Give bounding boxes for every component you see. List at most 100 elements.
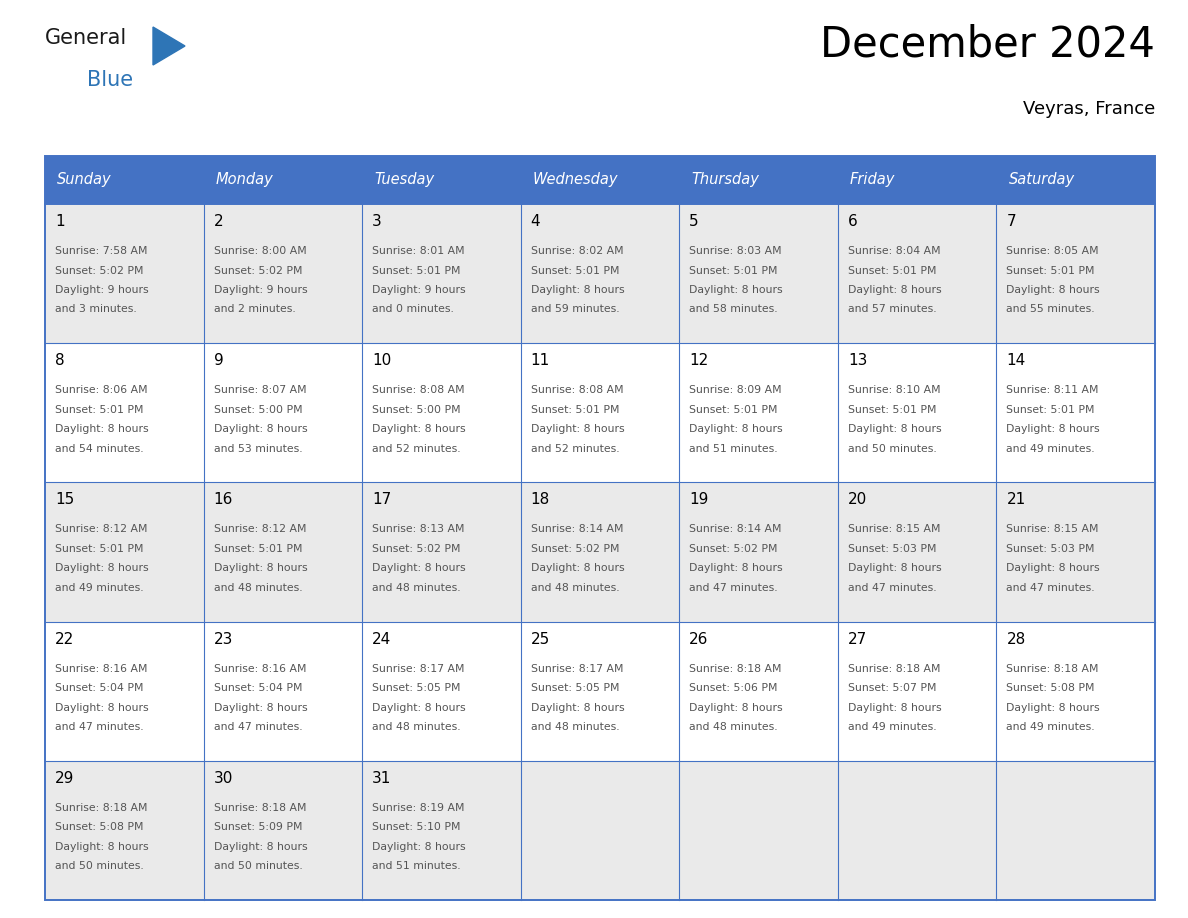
Text: Sunrise: 8:02 AM: Sunrise: 8:02 AM — [531, 246, 624, 256]
Bar — [45, 761, 1155, 900]
Text: Daylight: 8 hours: Daylight: 8 hours — [55, 564, 148, 574]
Text: Sunset: 5:01 PM: Sunset: 5:01 PM — [531, 265, 619, 275]
Text: Daylight: 8 hours: Daylight: 8 hours — [531, 424, 625, 434]
Text: Daylight: 8 hours: Daylight: 8 hours — [372, 702, 466, 712]
Text: Sunset: 5:01 PM: Sunset: 5:01 PM — [372, 265, 461, 275]
Text: Sunrise: 8:07 AM: Sunrise: 8:07 AM — [214, 386, 307, 396]
Text: and 48 minutes.: and 48 minutes. — [372, 583, 461, 593]
Text: 4: 4 — [531, 214, 541, 229]
Text: Daylight: 9 hours: Daylight: 9 hours — [372, 285, 466, 295]
Text: 30: 30 — [214, 771, 233, 786]
Text: and 51 minutes.: and 51 minutes. — [689, 443, 778, 453]
Text: Sunset: 5:05 PM: Sunset: 5:05 PM — [372, 683, 461, 693]
Text: Sunset: 5:01 PM: Sunset: 5:01 PM — [689, 405, 778, 415]
Text: Sunset: 5:04 PM: Sunset: 5:04 PM — [55, 683, 144, 693]
Text: Blue: Blue — [87, 70, 133, 90]
Text: 31: 31 — [372, 771, 392, 786]
Text: Sunrise: 8:17 AM: Sunrise: 8:17 AM — [372, 664, 465, 674]
Text: Monday: Monday — [215, 173, 273, 187]
Text: Sunrise: 8:17 AM: Sunrise: 8:17 AM — [531, 664, 624, 674]
Bar — [45, 156, 1155, 900]
Text: and 48 minutes.: and 48 minutes. — [531, 583, 619, 593]
Text: Sunrise: 8:18 AM: Sunrise: 8:18 AM — [55, 803, 147, 812]
Text: Sunset: 5:02 PM: Sunset: 5:02 PM — [214, 265, 302, 275]
Text: Wednesday: Wednesday — [532, 173, 618, 187]
Text: 27: 27 — [848, 632, 867, 646]
Text: and 48 minutes.: and 48 minutes. — [531, 722, 619, 732]
Bar — [45, 343, 1155, 482]
Text: 26: 26 — [689, 632, 709, 646]
Text: Sunrise: 8:08 AM: Sunrise: 8:08 AM — [372, 386, 465, 396]
Text: Daylight: 8 hours: Daylight: 8 hours — [214, 842, 308, 852]
Text: Daylight: 8 hours: Daylight: 8 hours — [214, 564, 308, 574]
Text: Daylight: 8 hours: Daylight: 8 hours — [689, 424, 783, 434]
Text: 8: 8 — [55, 353, 64, 368]
Bar — [680, 156, 838, 204]
Text: Sunset: 5:08 PM: Sunset: 5:08 PM — [55, 823, 144, 833]
Text: Sunrise: 8:04 AM: Sunrise: 8:04 AM — [848, 246, 941, 256]
Text: 6: 6 — [848, 214, 858, 229]
Text: Sunrise: 8:06 AM: Sunrise: 8:06 AM — [55, 386, 147, 396]
Text: 14: 14 — [1006, 353, 1025, 368]
Text: Daylight: 9 hours: Daylight: 9 hours — [214, 285, 308, 295]
Text: Daylight: 8 hours: Daylight: 8 hours — [848, 702, 941, 712]
Text: Sunset: 5:00 PM: Sunset: 5:00 PM — [372, 405, 461, 415]
Text: and 47 minutes.: and 47 minutes. — [1006, 583, 1095, 593]
Text: 16: 16 — [214, 492, 233, 508]
Text: Sunrise: 8:05 AM: Sunrise: 8:05 AM — [1006, 246, 1099, 256]
Text: and 52 minutes.: and 52 minutes. — [531, 443, 619, 453]
Text: Sunrise: 8:09 AM: Sunrise: 8:09 AM — [689, 386, 782, 396]
Text: 15: 15 — [55, 492, 74, 508]
Text: Sunset: 5:04 PM: Sunset: 5:04 PM — [214, 683, 302, 693]
Text: Sunset: 5:01 PM: Sunset: 5:01 PM — [848, 265, 936, 275]
Text: 23: 23 — [214, 632, 233, 646]
Text: Sunset: 5:00 PM: Sunset: 5:00 PM — [214, 405, 302, 415]
Text: Daylight: 8 hours: Daylight: 8 hours — [1006, 564, 1100, 574]
Text: Sunrise: 8:10 AM: Sunrise: 8:10 AM — [848, 386, 941, 396]
Text: Sunrise: 8:15 AM: Sunrise: 8:15 AM — [848, 524, 941, 534]
Text: Sunrise: 8:01 AM: Sunrise: 8:01 AM — [372, 246, 465, 256]
Text: Daylight: 8 hours: Daylight: 8 hours — [55, 842, 148, 852]
Text: Daylight: 9 hours: Daylight: 9 hours — [55, 285, 148, 295]
Text: Daylight: 8 hours: Daylight: 8 hours — [1006, 702, 1100, 712]
Text: Sunrise: 8:08 AM: Sunrise: 8:08 AM — [531, 386, 624, 396]
Text: and 49 minutes.: and 49 minutes. — [848, 722, 936, 732]
Text: and 47 minutes.: and 47 minutes. — [848, 583, 936, 593]
Text: 10: 10 — [372, 353, 391, 368]
Text: and 52 minutes.: and 52 minutes. — [372, 443, 461, 453]
Text: Sunset: 5:09 PM: Sunset: 5:09 PM — [214, 823, 302, 833]
Text: Daylight: 8 hours: Daylight: 8 hours — [531, 285, 625, 295]
Text: Sunset: 5:01 PM: Sunset: 5:01 PM — [1006, 265, 1095, 275]
Text: and 47 minutes.: and 47 minutes. — [689, 583, 778, 593]
Text: Sunset: 5:01 PM: Sunset: 5:01 PM — [531, 405, 619, 415]
Text: and 48 minutes.: and 48 minutes. — [214, 583, 302, 593]
Bar — [520, 156, 680, 204]
Text: Sunset: 5:01 PM: Sunset: 5:01 PM — [1006, 405, 1095, 415]
Text: Sunset: 5:01 PM: Sunset: 5:01 PM — [55, 543, 144, 554]
Text: 12: 12 — [689, 353, 708, 368]
Text: Friday: Friday — [849, 173, 896, 187]
Text: and 3 minutes.: and 3 minutes. — [55, 305, 137, 315]
Text: and 57 minutes.: and 57 minutes. — [848, 305, 936, 315]
Text: 25: 25 — [531, 632, 550, 646]
Text: Sunrise: 8:11 AM: Sunrise: 8:11 AM — [1006, 386, 1099, 396]
Text: and 50 minutes.: and 50 minutes. — [214, 861, 302, 871]
Text: and 53 minutes.: and 53 minutes. — [214, 443, 302, 453]
Text: Daylight: 8 hours: Daylight: 8 hours — [214, 424, 308, 434]
Bar — [362, 156, 520, 204]
Text: and 51 minutes.: and 51 minutes. — [372, 861, 461, 871]
Text: and 49 minutes.: and 49 minutes. — [55, 583, 144, 593]
Text: 17: 17 — [372, 492, 391, 508]
Bar — [45, 156, 203, 204]
Text: Thursday: Thursday — [691, 173, 759, 187]
Text: Sunrise: 7:58 AM: Sunrise: 7:58 AM — [55, 246, 147, 256]
Text: Sunset: 5:02 PM: Sunset: 5:02 PM — [372, 543, 461, 554]
Text: Sunset: 5:01 PM: Sunset: 5:01 PM — [55, 405, 144, 415]
Text: and 0 minutes.: and 0 minutes. — [372, 305, 454, 315]
Text: 29: 29 — [55, 771, 75, 786]
Text: Sunset: 5:03 PM: Sunset: 5:03 PM — [848, 543, 936, 554]
Text: Sunset: 5:07 PM: Sunset: 5:07 PM — [848, 683, 936, 693]
Text: Sunrise: 8:15 AM: Sunrise: 8:15 AM — [1006, 524, 1099, 534]
Text: and 2 minutes.: and 2 minutes. — [214, 305, 296, 315]
Text: 20: 20 — [848, 492, 867, 508]
